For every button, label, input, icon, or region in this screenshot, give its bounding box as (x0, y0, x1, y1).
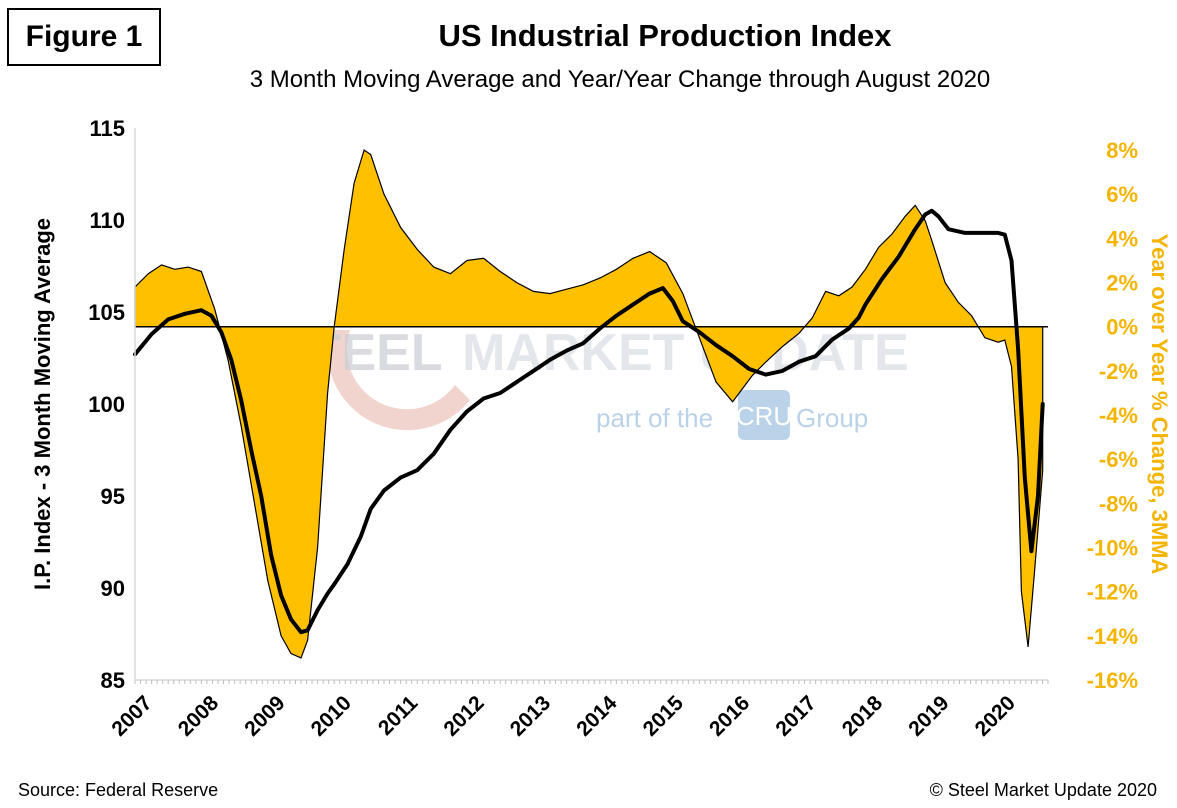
x-tick-label: 2012 (439, 691, 488, 740)
y-left-tick-label: 90 (101, 576, 125, 601)
x-tick-label: 2020 (971, 691, 1020, 740)
y-left-tick-label: 95 (101, 484, 125, 509)
x-tick-label: 2015 (639, 691, 689, 741)
y-left-tick-label: 110 (90, 208, 126, 233)
y-right-tick-label: -12% (1087, 580, 1138, 605)
yoy-area-series (134, 149, 1044, 659)
y-right-tick-label: -6% (1099, 447, 1138, 472)
chart-title: US Industrial Production Index (438, 18, 892, 53)
x-tick-label: 2014 (572, 691, 622, 741)
y-axis-right-label: Year over Year % Change, 3MMA (1147, 234, 1172, 575)
y-right-tick-label: -2% (1099, 359, 1138, 384)
axes-layer (134, 128, 1049, 684)
x-tick-label: 2013 (506, 691, 555, 740)
index-line-layer (133, 208, 1045, 635)
y-left-tick-label: 100 (88, 392, 125, 417)
watermark-tagline-pre: part of the (596, 403, 713, 433)
y-left-tick-label: 115 (90, 116, 126, 141)
y-right-tick-label: -14% (1087, 624, 1138, 649)
y-axis-left-label: I.P. Index - 3 Month Moving Average (30, 218, 55, 590)
y-right-tick-label: -8% (1099, 491, 1138, 516)
figure-label: Figure 1 (7, 8, 161, 66)
source-note: Source: Federal Reserve (18, 780, 219, 800)
y-right-tick-label: 8% (1106, 138, 1138, 163)
x-tick-label: 2010 (307, 691, 356, 740)
y-right-tick-label: 4% (1106, 226, 1138, 251)
x-tick-label: 2017 (771, 691, 820, 740)
index-line-series (133, 208, 1045, 635)
y-right-tick-label: 2% (1106, 271, 1138, 296)
watermark-swoosh (327, 330, 470, 431)
chart-subtitle: 3 Month Moving Average and Year/Year Cha… (249, 66, 991, 93)
x-tick-label: 2007 (107, 691, 156, 740)
y-right-tick-label: -16% (1087, 668, 1138, 693)
watermark-logo-text: CRU (736, 401, 792, 431)
x-tick-label: 2018 (838, 691, 888, 741)
copyright-note: © Steel Market Update 2020 (929, 780, 1157, 800)
y-right-tick-label: 0% (1106, 315, 1138, 340)
y-left-tick-label: 105 (88, 300, 125, 325)
x-tick-label: 2019 (904, 691, 953, 740)
watermark-logo-box (738, 390, 790, 440)
y-right-tick-label: -4% (1099, 403, 1138, 428)
y-right-tick-label: 6% (1106, 182, 1138, 207)
watermark-tagline-post: Group (796, 403, 868, 433)
y-left-tick-label: 85 (101, 668, 125, 693)
yoy-area-layer (134, 149, 1048, 659)
x-tick-label: 2016 (705, 691, 754, 740)
x-tick-label: 2011 (374, 691, 423, 740)
watermark-word-market-update: MARKET UPDATE (462, 324, 909, 382)
x-tick-label: 2009 (240, 691, 289, 740)
x-tick-label: 2008 (174, 691, 224, 741)
y-right-tick-label: -10% (1087, 536, 1138, 561)
